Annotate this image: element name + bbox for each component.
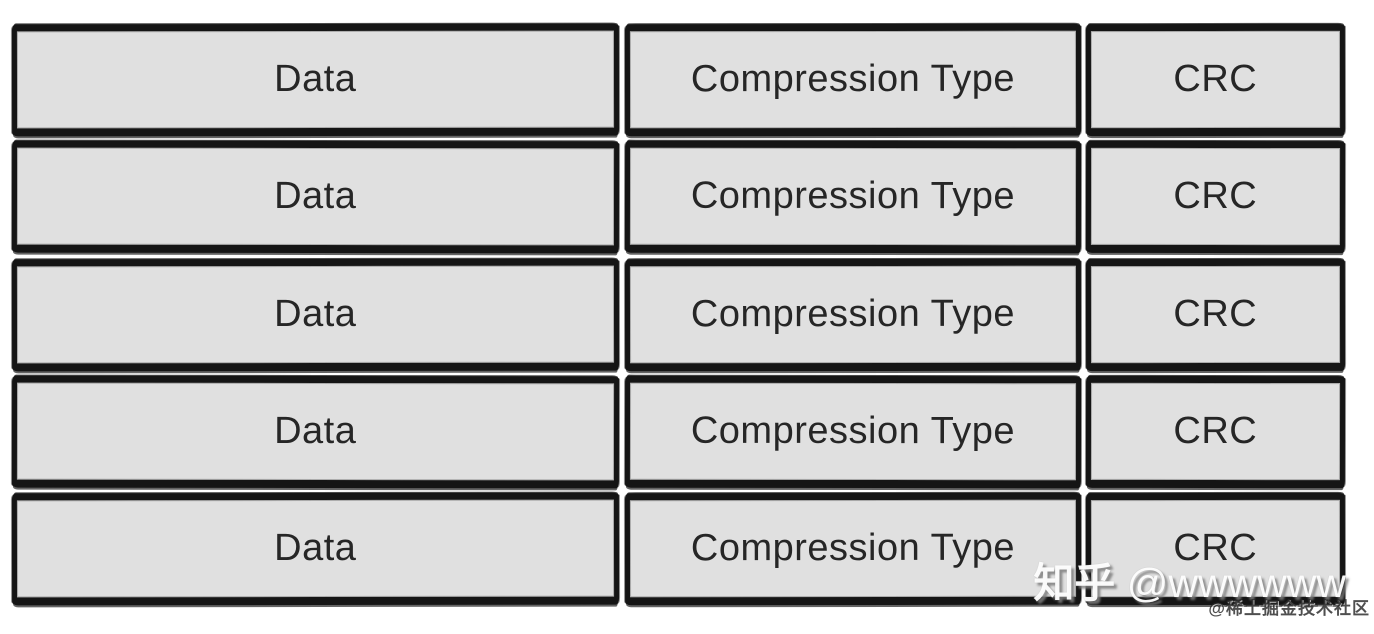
record-row-3: Data Compression Type CRC (11, 258, 1346, 371)
compression-type-cell: Compression Type (624, 140, 1081, 254)
compression-type-cell: Compression Type (624, 375, 1081, 489)
crc-cell: CRC (1086, 141, 1346, 254)
crc-cell: CRC (1086, 375, 1346, 488)
crc-cell: CRC (1086, 492, 1346, 606)
compression-type-cell: Compression Type (624, 23, 1081, 137)
record-row-1: Data Compression Type CRC (11, 23, 1346, 137)
record-row-4: Data Compression Type CRC (11, 375, 1346, 489)
record-row-5: Data Compression Type CRC (11, 492, 1346, 606)
crc-cell: CRC (1086, 258, 1346, 371)
data-cell: Data (11, 23, 619, 137)
compression-type-cell: Compression Type (624, 258, 1081, 371)
data-cell: Data (11, 258, 619, 371)
crc-cell: CRC (1086, 23, 1346, 137)
record-row-2: Data Compression Type CRC (11, 140, 1346, 254)
data-cell: Data (11, 492, 619, 606)
record-format-diagram: Data Compression Type CRC Data Compressi… (11, 23, 1346, 606)
data-cell: Data (11, 375, 619, 489)
compression-type-cell: Compression Type (624, 492, 1081, 606)
data-cell: Data (11, 140, 619, 254)
